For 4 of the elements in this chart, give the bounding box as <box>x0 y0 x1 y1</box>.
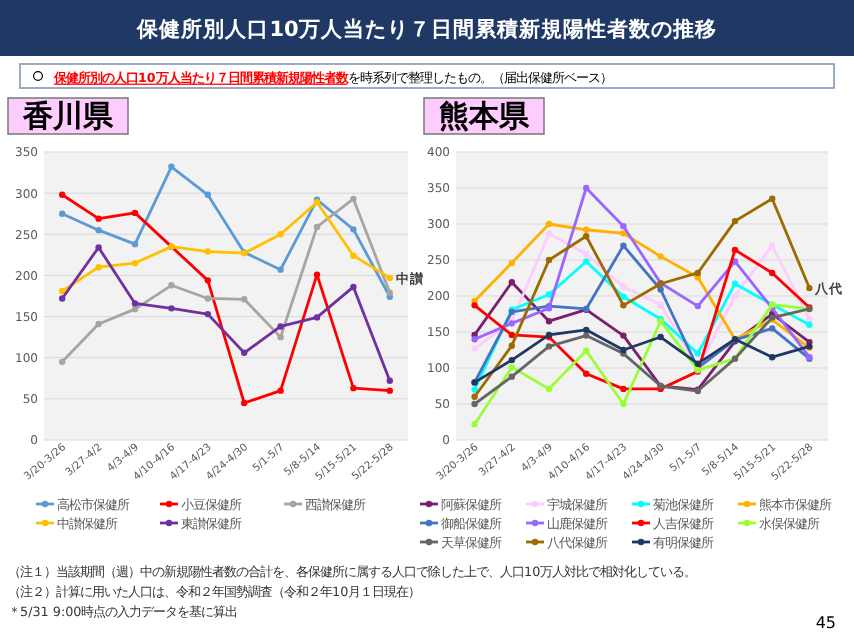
text: 45 <box>815 614 836 632</box>
chart-title: 熊本県 <box>439 98 531 134</box>
text: 保健所別人口10万人当たり７日間累積新規陽性者数の推移 <box>135 16 717 42</box>
chart-title: 香川県 <box>21 98 115 134</box>
